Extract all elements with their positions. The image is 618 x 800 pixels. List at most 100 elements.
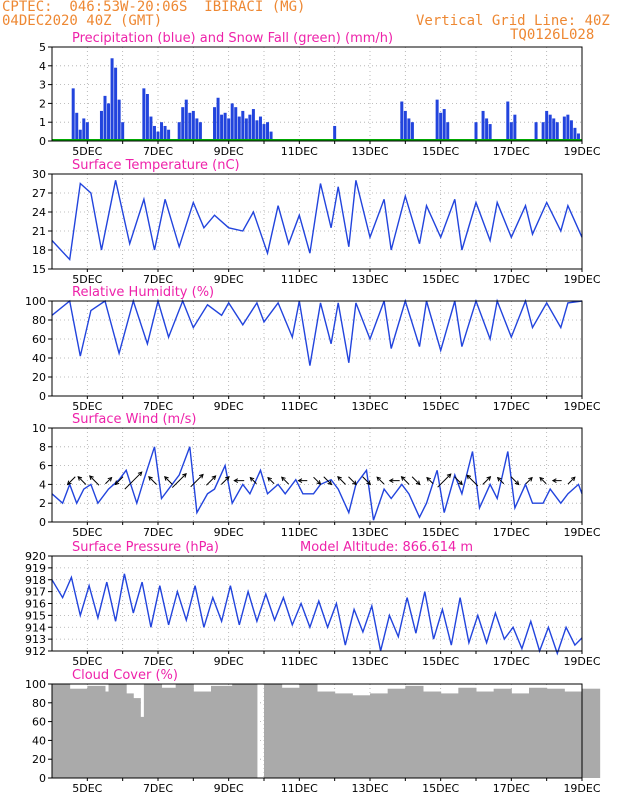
panel4-wind-arrowhead: [225, 476, 230, 481]
panel1-bar: [149, 116, 153, 141]
panel4-wind-arrowhead: [337, 476, 342, 481]
panel4-wind-arrowhead: [366, 480, 372, 486]
panel4-wind-arrow: [525, 477, 533, 485]
panel1-bar: [513, 114, 517, 141]
panel1-bar: [548, 114, 552, 141]
panel5-y-tick-label: 919: [25, 562, 46, 575]
panel6-x-tick-label: 9DEC: [214, 782, 244, 795]
panel1-bar: [198, 122, 202, 141]
panel1-title: Precipitation (blue) and Snow Fall (gree…: [72, 31, 393, 46]
panel6-x-tick-label: 7DEC: [143, 782, 173, 795]
panel4-wind-arrow: [164, 476, 173, 485]
panel6-y-tick-label: 20: [32, 753, 46, 766]
panel1-bar: [213, 107, 217, 141]
panel2-x-tick-label: 19DEC: [563, 273, 600, 286]
panel5-x-tick-label: 9DEC: [214, 655, 244, 668]
panel1-bar: [442, 109, 446, 141]
panel1-bar: [114, 67, 118, 141]
panel1-bar: [227, 118, 231, 141]
panel4-wind-arrow: [77, 476, 87, 485]
panel1-bar: [410, 122, 414, 141]
panel4-wind-arrowhead: [249, 476, 255, 482]
panel6-bar: [239, 684, 258, 778]
panel6-y-tick-label: 60: [32, 716, 46, 729]
panel4-y-tick-label: 2: [39, 497, 46, 510]
panel1-bar: [266, 122, 270, 141]
panel4-wind-arrowhead: [182, 472, 187, 478]
panel4-wind-arrowhead: [415, 480, 421, 486]
panel2-title: Surface Temperature (nC): [72, 158, 240, 173]
panel6-y-tick-label: 100: [25, 678, 46, 691]
panel1-bar: [103, 95, 107, 141]
panel6-y-tick-label: 0: [39, 772, 46, 785]
panel1-bar: [163, 125, 167, 141]
panel1-bar: [407, 118, 411, 141]
panel4-wind-arrow: [323, 476, 332, 485]
panel1-bar: [142, 88, 146, 141]
panel6-bar: [143, 684, 163, 778]
station-header: CPTEC: 046:53W-20:06S IBIRACI (MG): [2, 0, 306, 15]
panel3-x-tick-label: 7DEC: [143, 400, 173, 413]
panel4-wind-arrow: [313, 476, 321, 485]
panel4-wind-arrowhead: [89, 475, 94, 480]
panel5-x-tick-label: 11DEC: [281, 655, 318, 668]
panel4-x-tick-label: 13DEC: [351, 526, 388, 539]
panel4-wind-arrow: [362, 476, 371, 485]
panel5-y-tick-label: 914: [25, 621, 46, 634]
panel1-bar: [566, 114, 570, 141]
panel4-wind-arrow: [376, 476, 385, 485]
panel1-bar: [569, 120, 573, 141]
panel6-bar: [387, 688, 406, 778]
panel1-bar: [255, 120, 259, 141]
panel4-wind-arrow: [437, 473, 452, 488]
panel4-wind-arrowhead: [280, 476, 286, 482]
panel1-bar: [435, 99, 439, 141]
panel6-bar: [281, 687, 300, 778]
panel4-wind-arrow: [124, 471, 143, 490]
panel1-bar: [78, 129, 82, 141]
panel1-bar: [195, 118, 199, 141]
panel1-bar: [488, 124, 492, 141]
panel1-bar: [403, 110, 407, 141]
panel1-bar: [220, 114, 224, 141]
panel1-bar: [234, 107, 238, 141]
panel4-wind-arrow: [401, 476, 410, 485]
panel4-wind-arrow: [105, 477, 112, 485]
panel1-y-tick-label: 2: [39, 97, 46, 110]
panel1-y-tick-label: 1: [39, 116, 46, 129]
panel4-wind-arrow: [114, 476, 124, 485]
panel1-bar: [191, 110, 195, 141]
panel4-y-tick-label: 6: [39, 460, 46, 473]
panel1-bar: [71, 88, 75, 141]
panel4-wind-arrow: [497, 477, 505, 485]
panel2-y-tick-label: 18: [32, 244, 46, 257]
panel4-wind-arrowhead: [551, 478, 557, 483]
panel1-bar: [188, 112, 192, 141]
panel1-bar: [107, 103, 111, 141]
panel1-x-tick-label: 17DEC: [493, 145, 530, 158]
panel6-bar: [122, 698, 141, 778]
panel1-bar: [117, 99, 121, 141]
panel6-bar: [264, 684, 283, 778]
panel4-wind-arrowhead: [496, 476, 502, 482]
panel3-x-tick-label: 11DEC: [281, 400, 318, 413]
panel6-x-tick-label: 15DEC: [422, 782, 459, 795]
panel2-y-tick-label: 30: [32, 168, 46, 181]
panel6-bar: [458, 687, 477, 778]
panel4-wind-arrowhead: [570, 476, 576, 482]
panel6-bar: [193, 691, 212, 778]
panel1-y-tick-label: 3: [39, 79, 46, 92]
panel4-wind-arrowhead: [426, 476, 431, 482]
panel1-bar: [534, 122, 538, 141]
panel5-y-tick-label: 916: [25, 598, 46, 611]
panel1-bar: [439, 112, 443, 141]
panel5-x-tick-label: 15DEC: [422, 655, 459, 668]
panel6-bar: [175, 684, 194, 778]
panel6-bar: [476, 691, 495, 778]
panel3-x-tick-label: 9DEC: [214, 400, 244, 413]
panel1-y-tick-label: 5: [39, 41, 46, 54]
panel2-x-tick-label: 5DEC: [72, 273, 102, 286]
panel2-x-tick-label: 9DEC: [214, 273, 244, 286]
panel1-bar: [160, 122, 164, 141]
panel6-bar: [352, 695, 371, 778]
